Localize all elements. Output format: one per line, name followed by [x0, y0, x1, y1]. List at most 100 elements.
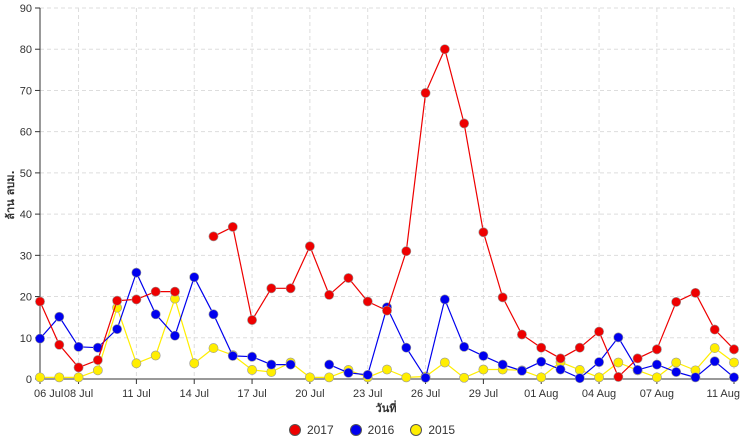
data-point-2015 [382, 364, 392, 375]
x-tick-label: 01 Aug [524, 388, 558, 400]
data-point-2016 [439, 294, 450, 305]
data-point-2016 [420, 372, 431, 383]
data-point-2015 [304, 372, 315, 383]
data-point-2017 [594, 326, 604, 337]
series-2017 [35, 44, 739, 382]
legend-item-2015[interactable]: 2015 [410, 423, 455, 437]
data-point-2016 [227, 351, 238, 361]
data-point-2017 [170, 286, 180, 297]
data-point-2016 [459, 341, 470, 352]
x-tick-label: 07 Aug [640, 388, 674, 400]
data-point-2016 [131, 267, 142, 278]
data-point-2016 [150, 309, 161, 320]
data-point-2016 [343, 367, 354, 378]
data-point-2016 [632, 365, 643, 375]
chart-legend: 2017 2016 2015 [0, 420, 744, 440]
data-point-2017 [459, 118, 470, 129]
data-point-2016 [555, 364, 566, 375]
data-point-2016 [478, 351, 489, 361]
data-point-2016 [285, 359, 296, 370]
data-point-2015 [459, 372, 470, 383]
data-point-2016 [690, 372, 701, 383]
data-point-2017 [324, 290, 335, 300]
grid-lines [39, 7, 735, 379]
data-point-2016 [73, 341, 84, 352]
data-point-2017 [343, 273, 354, 283]
data-point-2016 [709, 356, 720, 367]
x-tick-label: 04 Aug [582, 388, 616, 400]
data-point-2016 [671, 367, 682, 377]
data-point-2015 [131, 358, 142, 369]
data-point-2015 [594, 372, 604, 383]
data-point-2016 [536, 356, 547, 367]
data-point-2016 [112, 324, 123, 335]
legend-swatch-2016 [349, 424, 362, 436]
data-point-2015 [439, 357, 450, 368]
data-point-2016 [35, 333, 45, 344]
y-tick-label: 20 [20, 292, 32, 304]
data-point-2015 [73, 372, 84, 383]
x-tick-label: 29 Jul [469, 388, 498, 400]
series-line-2016 [328, 297, 735, 380]
data-point-2017 [35, 296, 45, 307]
data-point-2017 [651, 344, 662, 355]
data-point-2017 [420, 88, 431, 98]
data-point-2015 [92, 365, 103, 376]
data-point-2017 [266, 283, 277, 294]
data-point-2017 [497, 292, 508, 303]
data-point-2017 [112, 295, 123, 306]
data-point-2015 [54, 372, 65, 383]
data-point-2017 [131, 294, 142, 305]
data-point-2017 [613, 372, 624, 382]
x-tick-label: 26 Jul [411, 388, 440, 400]
legend-item-2016[interactable]: 2016 [349, 423, 394, 437]
data-point-2015 [671, 357, 682, 368]
data-point-2017 [709, 324, 720, 335]
y-axis-title: ล้าน ลบม. [4, 170, 17, 219]
data-point-2017 [150, 286, 161, 297]
data-point-2017 [401, 246, 412, 257]
x-tick-label: 08 Jul [64, 388, 93, 400]
series-line-2017 [213, 47, 735, 378]
data-point-2016 [170, 330, 180, 341]
data-point-2017 [247, 315, 257, 325]
data-point-2016 [266, 359, 277, 370]
legend-item-2017[interactable]: 2017 [288, 423, 334, 437]
data-point-2017 [478, 227, 489, 238]
data-point-2015 [574, 365, 585, 375]
data-point-2017 [555, 353, 566, 364]
series-layer [35, 44, 739, 384]
data-point-2016 [401, 342, 412, 353]
data-point-2016 [324, 359, 335, 370]
data-point-2017 [362, 296, 373, 307]
data-point-2015 [150, 350, 161, 361]
data-point-2016 [517, 365, 527, 376]
data-point-2015 [729, 357, 739, 368]
x-tick-label: 14 Jul [180, 388, 209, 400]
data-point-2017 [536, 342, 547, 353]
data-point-2017 [439, 44, 450, 55]
x-tick-label: 17 Jul [237, 388, 266, 400]
y-tick-label: 90 [20, 3, 32, 15]
data-point-2016 [497, 359, 508, 370]
y-tick-label: 50 [20, 168, 32, 180]
data-point-2015 [709, 343, 720, 353]
data-point-2017 [285, 283, 296, 294]
data-point-2017 [729, 344, 739, 355]
data-point-2015 [324, 372, 335, 383]
x-axis-title: วันที่ [376, 400, 397, 415]
data-point-2017 [690, 287, 701, 298]
data-point-2017 [382, 305, 392, 316]
line-chart: 0 10 20 30 40 50 60 70 80 90 06 Jul 08 Jul 11 Jul 14 … [4, 3, 740, 415]
data-point-2016 [189, 272, 200, 283]
data-point-2015 [247, 365, 257, 375]
series-2016 [35, 267, 739, 384]
data-point-2015 [613, 357, 624, 368]
data-point-2017 [227, 221, 238, 232]
data-point-2015 [35, 372, 45, 383]
legend-swatch-2015 [410, 424, 423, 436]
data-point-2016 [208, 309, 219, 320]
data-point-2015 [401, 372, 412, 383]
data-point-2017 [73, 362, 84, 373]
series-2015 [35, 293, 739, 383]
